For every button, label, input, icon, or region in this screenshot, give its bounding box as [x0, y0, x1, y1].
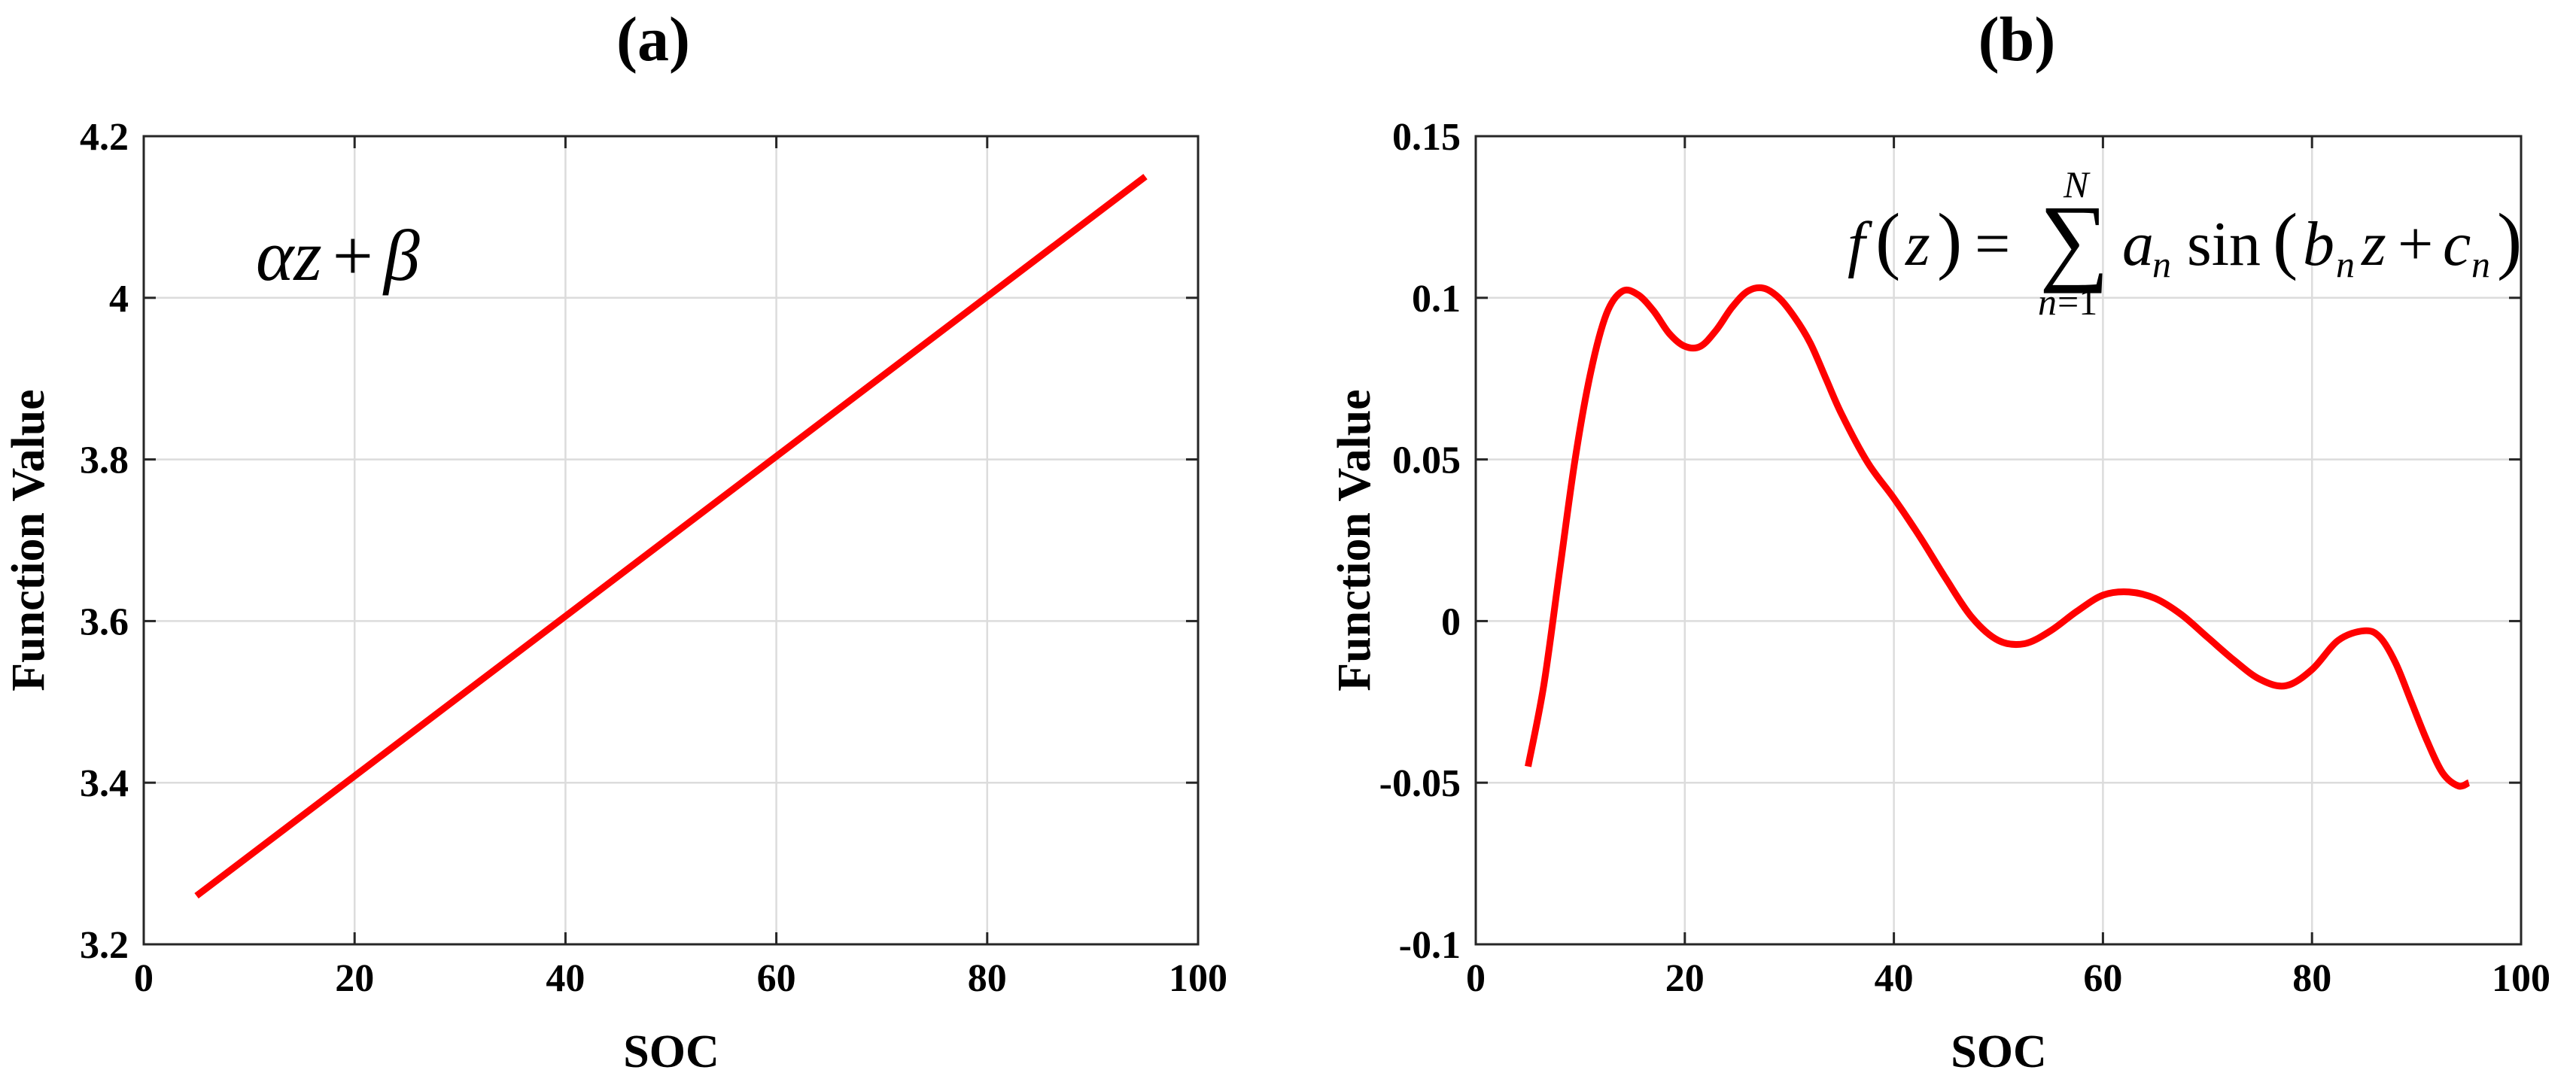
x-tick-label: 60 [757, 957, 796, 1000]
y-tick-label: 0.05 [1392, 439, 1461, 482]
svg-text:+: + [2398, 209, 2433, 279]
x-tick-label: 80 [2292, 957, 2331, 1000]
svg-text:n: n [2336, 243, 2355, 285]
y-tick-label: 3.6 [80, 600, 129, 643]
svg-text:sin: sin [2187, 209, 2261, 279]
svg-text:=1: =1 [2057, 281, 2097, 323]
y-tick-label: -0.1 [1399, 924, 1461, 967]
svg-text:(: ( [2273, 198, 2298, 281]
svg-text:): ) [1937, 198, 1962, 281]
panel-a-equation: αz + β [256, 215, 420, 296]
x-tick-label: 20 [335, 957, 374, 1000]
y-tick-label: 3.4 [80, 762, 129, 805]
panel-a-y-axis-label: Function Value [3, 389, 54, 691]
x-tick-label: 20 [1665, 957, 1705, 1000]
svg-text:z: z [1905, 209, 1930, 279]
svg-text:a: a [2122, 209, 2154, 279]
panel-a-axes-frame [142, 135, 1200, 946]
svg-text:∑: ∑ [2039, 186, 2109, 294]
svg-text:(: ( [1875, 198, 1900, 281]
svg-text:n: n [2152, 243, 2171, 285]
x-tick-label: 60 [2083, 957, 2122, 1000]
x-tick-label: 100 [1169, 957, 1227, 1000]
panel-a: (a) 0 20 40 60 80 100 3.2 3.4 3.6 3.8 4 4.2 αz + β SO… [3, 5, 1227, 1077]
panel-b-ticks: 0 20 40 60 80 100 -0.1 -0.05 0 0.05 0.1 0.15 [1379, 116, 2550, 1000]
panel-a-x-axis-label: SOC [623, 1026, 719, 1077]
panel-b-y-axis-label: Function Value [1329, 389, 1380, 691]
panel-a-ticks: 0 20 40 60 80 100 3.2 3.4 3.6 3.8 4 4.2 [80, 116, 1227, 1000]
series-line-a [194, 174, 1148, 899]
x-tick-label: 80 [968, 957, 1007, 1000]
x-tick-label: 40 [1875, 957, 1914, 1000]
svg-text:c: c [2443, 209, 2471, 279]
svg-text:n: n [2471, 243, 2490, 285]
panel-b-series [1525, 284, 2471, 790]
panel-a-series [194, 174, 1148, 899]
svg-text:N: N [2063, 163, 2091, 205]
svg-text:b: b [2303, 209, 2334, 279]
x-tick-label: 0 [1466, 957, 1486, 1000]
y-tick-label: 3.2 [80, 924, 129, 967]
y-tick-label: 0.1 [1412, 278, 1461, 321]
y-tick-label: 0 [1441, 600, 1461, 643]
series-line-b [1525, 284, 2471, 790]
x-tick-label: 0 [134, 957, 154, 1000]
y-tick-label: 4.2 [80, 116, 129, 159]
panel-b-title: (b) [1978, 5, 2056, 74]
panel-b-x-axis-label: SOC [1951, 1026, 2046, 1077]
svg-text:): ) [2497, 198, 2522, 281]
y-tick-label: 3.8 [80, 439, 129, 482]
y-tick-label: 4 [109, 278, 129, 321]
svg-text:z: z [2361, 209, 2386, 279]
svg-text:=: = [1975, 209, 2010, 279]
svg-text:f: f [1848, 209, 1873, 279]
y-tick-label: -0.05 [1379, 762, 1461, 805]
panel-b-equation: f ( z ) = ∑ N n =1 a n sin ( b n z + c n… [1848, 163, 2522, 323]
panel-a-title: (a) [616, 5, 690, 74]
svg-text:n: n [2038, 281, 2057, 323]
panel-b-axes-frame [1474, 135, 2523, 946]
x-tick-label: 40 [546, 957, 585, 1000]
y-tick-label: 0.15 [1392, 116, 1461, 159]
x-tick-label: 100 [2492, 957, 2550, 1000]
